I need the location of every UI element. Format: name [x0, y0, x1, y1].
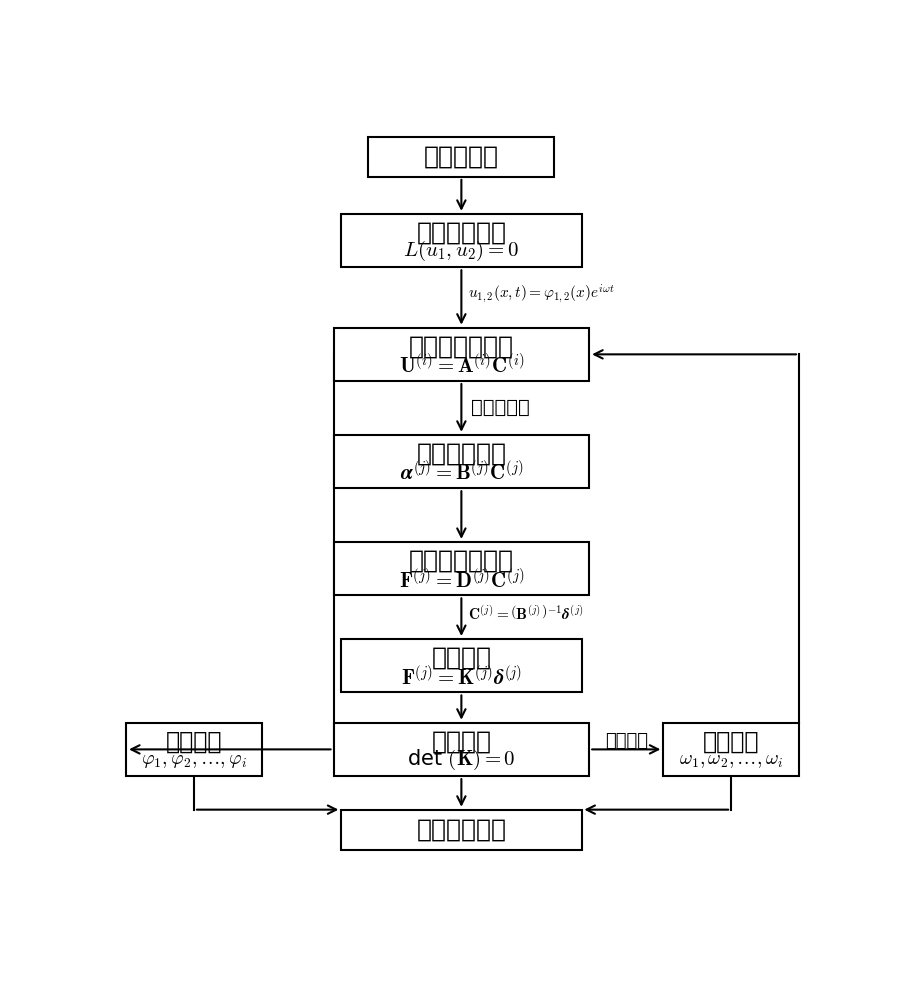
Text: 迭代求解: 迭代求解	[605, 732, 648, 750]
Text: $u_{1,2}(x,t) = \varphi_{1,2}(x)e^{i\omega t}$: $u_{1,2}(x,t) = \varphi_{1,2}(x)e^{i\ome…	[468, 283, 614, 305]
Text: $\mathbf{F}^{(j)} = \mathbf{D}^{(j)}\mathbf{C}^{(j)}$: $\mathbf{F}^{(j)} = \mathbf{D}^{(j)}\mat…	[398, 567, 524, 592]
Bar	[341, 214, 581, 267]
Text: det $\mathbf{(K)}= 0$: det $\mathbf{(K)}= 0$	[407, 748, 515, 772]
Text: 动力学建模: 动力学建模	[423, 145, 499, 169]
Bar	[663, 723, 799, 776]
Text: 动力特性分析: 动力特性分析	[416, 818, 506, 842]
Text: $\mathbf{F}^{(j)} = \mathbf{K}^{(j)}\boldsymbol{\delta}^{(j)}$: $\mathbf{F}^{(j)} = \mathbf{K}^{(j)}\bol…	[401, 664, 522, 689]
Text: 频率方程: 频率方程	[432, 729, 491, 753]
Text: 模态振型: 模态振型	[166, 729, 223, 753]
Bar	[333, 435, 589, 488]
Text: $\varphi_1, \varphi_2, \ldots, \varphi_i$: $\varphi_1, \varphi_2, \ldots, \varphi_i…	[141, 751, 247, 770]
Bar	[341, 639, 581, 692]
Text: 结点力平衡条件: 结点力平衡条件	[409, 549, 514, 573]
Bar	[369, 137, 554, 177]
Text: $\mathbf{U}^{(i)} = \mathbf{A}^{(i)} \mathbf{C}^{(i)}$: $\mathbf{U}^{(i)} = \mathbf{A}^{(i)} \ma…	[399, 353, 524, 377]
Bar	[333, 328, 589, 381]
Bar	[126, 723, 262, 776]
Text: $\boldsymbol{\alpha}^{(j)} = \mathbf{B}^{(j)}\mathbf{C}^{(j)}$: $\boldsymbol{\alpha}^{(j)} = \mathbf{B}^…	[400, 460, 523, 485]
Text: 分离变量求通解: 分离变量求通解	[409, 334, 514, 358]
Text: $\mathbf{C}^{(j)} = \left(\mathbf{B}^{(j)}\right)^{-1} \boldsymbol{\delta}^{(j)}: $\mathbf{C}^{(j)} = \left(\mathbf{B}^{(j…	[468, 605, 583, 623]
Bar	[333, 542, 589, 595]
Bar	[341, 810, 581, 850]
Text: 模态频率: 模态频率	[703, 729, 760, 753]
Text: 引入协调方程: 引入协调方程	[416, 441, 506, 465]
Bar	[333, 723, 589, 776]
Text: 运动微分方程: 运动微分方程	[416, 220, 506, 244]
Text: 动力刚度法: 动力刚度法	[470, 398, 530, 417]
Text: 平衡方程: 平衡方程	[432, 646, 491, 670]
Text: $\omega_1, \omega_2, \ldots, \omega_i$: $\omega_1, \omega_2, \ldots, \omega_i$	[679, 751, 783, 770]
Text: $L(u_1, u_2) = 0$: $L(u_1, u_2) = 0$	[404, 239, 519, 263]
